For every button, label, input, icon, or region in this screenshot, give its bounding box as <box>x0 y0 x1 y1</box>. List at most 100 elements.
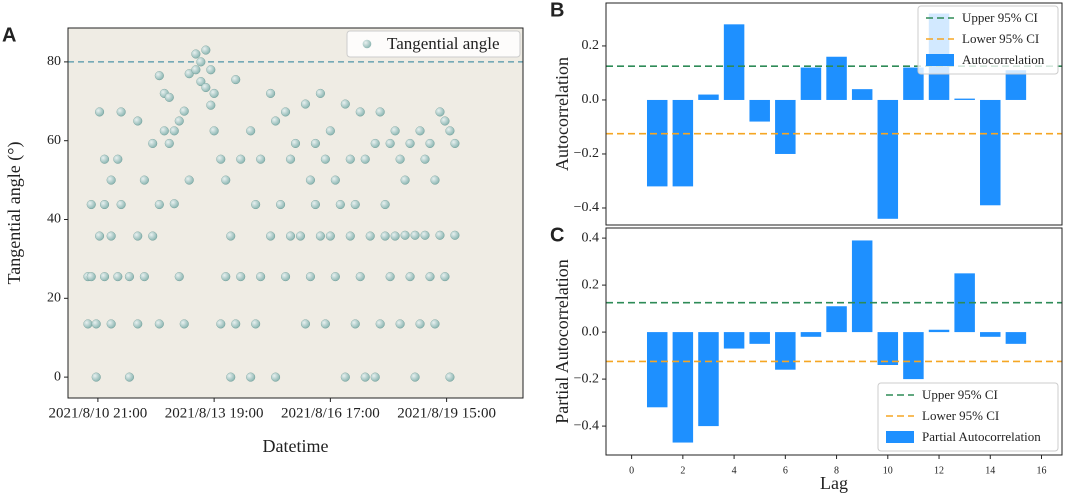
point-highlight <box>355 272 365 281</box>
bar <box>954 98 975 100</box>
point-highlight <box>296 231 305 241</box>
bar <box>1005 70 1027 100</box>
bar <box>851 240 873 333</box>
point-highlight <box>445 372 455 382</box>
point-highlight <box>91 372 101 382</box>
point-highlight <box>331 272 340 281</box>
point-highlight <box>301 99 310 109</box>
point-highlight <box>405 139 415 148</box>
point-highlight <box>370 139 380 148</box>
point-highlight <box>86 200 96 209</box>
point-highlight <box>201 83 211 92</box>
point-highlight <box>113 154 123 164</box>
bar <box>980 99 1001 206</box>
plot-frame <box>67 27 524 399</box>
point-highlight <box>91 319 101 329</box>
point-highlight <box>116 200 126 209</box>
point-highlight <box>164 139 174 148</box>
point-highlight <box>100 272 109 281</box>
legend-swatch <box>926 54 954 66</box>
x-tick-label: 10 <box>883 465 893 476</box>
point-highlight <box>380 200 390 209</box>
point-highlight <box>246 372 255 382</box>
point-highlight <box>425 139 435 148</box>
point-highlight <box>420 154 430 164</box>
point-highlight <box>350 200 360 209</box>
point-highlight <box>206 65 216 75</box>
y-tick-label: 0 <box>54 369 61 384</box>
point-highlight <box>410 372 420 382</box>
bar <box>672 99 694 187</box>
bar <box>1005 332 1027 344</box>
point-highlight <box>375 319 385 329</box>
legend-box <box>346 30 521 58</box>
bar <box>826 56 847 100</box>
point-highlight <box>256 272 265 281</box>
x-tick-label: 2021/8/13 19:00 <box>165 405 264 421</box>
point-highlight <box>148 231 157 241</box>
y-tick-label: 80 <box>47 54 61 69</box>
bar <box>698 332 719 427</box>
bar <box>800 332 822 337</box>
legend-label: Tangential angle <box>387 34 500 53</box>
point-highlight <box>415 126 425 136</box>
panel-label: B <box>550 0 564 21</box>
point-highlight <box>306 175 315 185</box>
point-highlight <box>345 154 355 164</box>
point-highlight <box>341 99 350 109</box>
point-highlight <box>174 116 184 126</box>
legend-marker-highlight <box>362 39 372 49</box>
point-highlight <box>155 319 164 329</box>
point-highlight <box>106 175 116 185</box>
point-highlight <box>251 319 260 329</box>
y-tick-label: 0.0 <box>582 324 600 339</box>
point-highlight <box>164 93 174 102</box>
point-highlight <box>276 200 285 209</box>
point-highlight <box>179 319 189 329</box>
plot-frame <box>605 227 1063 456</box>
point-highlight <box>206 100 216 110</box>
point-highlight <box>196 57 206 67</box>
point-highlight <box>420 230 430 240</box>
bar <box>877 332 899 365</box>
y-tick-label: 0.2 <box>582 38 600 53</box>
x-tick-label: 12 <box>934 465 944 476</box>
bar <box>749 99 770 122</box>
point-highlight <box>286 231 295 241</box>
bar <box>749 332 770 344</box>
point-highlight <box>184 175 194 185</box>
point-highlight <box>216 154 226 164</box>
point-highlight <box>430 175 440 185</box>
y-tick-label: 0.2 <box>582 277 600 292</box>
point-highlight <box>155 200 164 209</box>
point-highlight <box>281 107 290 117</box>
bar <box>698 94 719 100</box>
x-tick-label: 0 <box>629 465 634 476</box>
point-highlight <box>400 175 410 185</box>
point-highlight <box>331 175 340 185</box>
point-highlight <box>209 126 219 136</box>
bar <box>672 332 694 443</box>
point-highlight <box>174 272 184 281</box>
x-tick-label: 2 <box>680 465 685 476</box>
y-tick-label: 60 <box>47 133 61 148</box>
point-highlight <box>100 154 109 164</box>
point-highlight <box>445 126 455 136</box>
y-tick-label: −0.2 <box>574 146 599 161</box>
point-highlight <box>106 231 116 241</box>
point-highlight <box>106 319 116 329</box>
x-tick-label: 2021/8/19 15:00 <box>397 405 496 421</box>
point-highlight <box>450 139 460 148</box>
y-tick-label: −0.4 <box>574 418 599 433</box>
bar <box>826 306 847 333</box>
bar <box>851 89 873 100</box>
panel-label: C <box>550 224 564 246</box>
point-highlight <box>341 372 350 382</box>
y-tick-label: 0.0 <box>582 92 600 107</box>
point-highlight <box>311 200 320 209</box>
point-highlight <box>370 372 380 382</box>
point-highlight <box>266 231 275 241</box>
point-highlight <box>116 107 126 117</box>
bar <box>980 332 1001 337</box>
point-highlight <box>148 139 157 148</box>
